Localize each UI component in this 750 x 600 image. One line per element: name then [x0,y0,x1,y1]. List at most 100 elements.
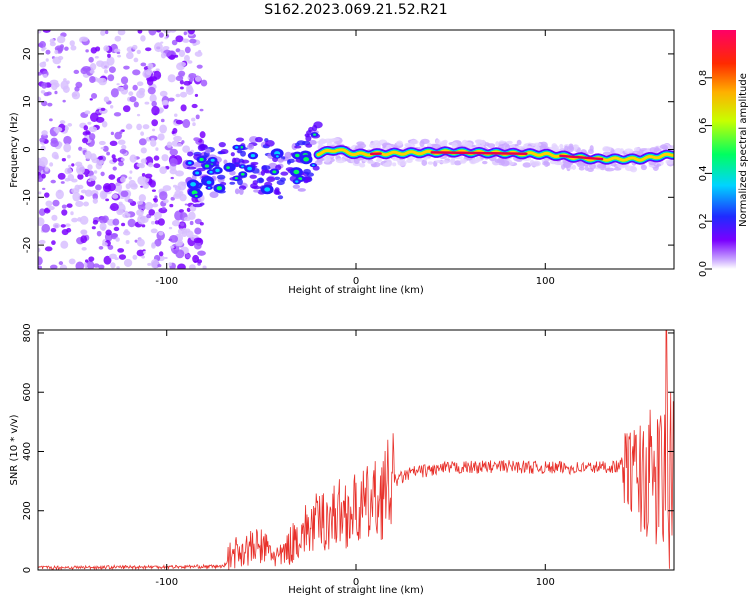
noise-speck [100,61,110,70]
noise-speck [197,250,206,256]
noise-speck [153,70,162,80]
noise-speck [147,162,154,168]
ridge-speck [630,166,637,171]
noise-speck [157,218,165,226]
noise-speck [39,137,46,143]
noise-speck [169,245,175,249]
noise-speck [47,102,53,107]
ridge-speck [286,159,291,165]
noise-speck [150,139,157,147]
noise-speck [84,259,89,263]
noise-speck [104,30,109,35]
noise-speck [156,30,162,33]
noise-speck [191,117,196,122]
noise-speck [51,214,58,221]
noise-speck [50,137,58,144]
noise-speck [38,256,43,266]
noise-speck [100,146,105,150]
noise-speck [137,214,146,225]
noise-speck [42,187,46,190]
ridge-speck [633,147,641,152]
noise-speck [182,38,190,43]
noise-speck [145,47,152,52]
noise-speck [188,72,197,79]
noise-speck [179,91,188,98]
noise-speck [110,262,116,269]
ridge-speck [613,167,622,171]
noise-speck [153,155,160,161]
noise-speck [100,107,106,111]
noise-speck [90,47,98,54]
noise-speck [85,49,89,53]
noise-speck [107,53,111,58]
noise-speck [171,130,175,135]
noise-speck [136,113,141,117]
noise-speck [68,164,72,168]
noise-speck [109,253,117,260]
ridge-speck [303,179,309,184]
noise-speck [192,254,200,263]
noise-speck [163,30,172,34]
colorbar-gradient [712,30,736,269]
noise-speck [60,181,65,184]
noise-speck [101,242,108,247]
ridge-blob-core [207,186,211,189]
ridge-blob-core [206,180,212,185]
ridge-speck [589,145,594,152]
noise-speck [110,233,119,238]
noise-speck [110,131,115,136]
ridge-speck [640,164,647,171]
noise-speck [44,246,53,252]
ridge-speck [427,161,434,165]
ridge-speck [335,158,346,164]
ridge-blob-core [303,157,310,162]
noise-speck [141,173,146,177]
spectrogram-y-ticks: -20 -10 0 10 20 [22,48,674,253]
noise-speck [89,133,96,141]
noise-speck [136,123,143,131]
ridge-speck [277,195,284,200]
noise-speck [93,263,100,268]
ridge-blob-core [226,166,230,170]
snr-x-tick-label: -100 [155,577,178,588]
noise-speck [118,201,123,206]
ridge-speck [216,174,226,180]
ridge-blob-core [312,164,315,167]
noise-speck [61,209,68,216]
noise-speck [77,184,84,190]
noise-speck [42,73,48,78]
noise-speck [53,126,63,133]
colorbar-ticks: 0.0 0.2 0.4 0.6 0.8 [698,70,712,277]
noise-speck [57,65,61,69]
noise-speck [140,147,147,154]
noise-speck [44,192,50,198]
noise-speck [94,55,99,59]
ridge-blob-core [272,170,277,174]
noise-speck [112,157,118,163]
noise-speck [147,262,152,266]
noise-speck [142,182,150,189]
ridge-speck [602,151,612,156]
noise-speck [82,137,89,144]
ridge-speck [209,191,219,198]
noise-speck [132,84,138,91]
spectrogram-y-tick-label: 10 [22,95,33,108]
noise-speck [118,254,127,260]
noise-speck [136,238,145,247]
noise-speck [109,104,114,109]
colorbar-tick-label: 0.2 [698,213,709,229]
noise-speck [183,31,187,36]
ridge-speck [396,140,403,146]
noise-speck [89,62,97,71]
ridge-speck [567,145,575,153]
noise-speck [112,194,119,199]
noise-speck [148,30,157,36]
ridge-blob-core [247,166,252,171]
noise-speck [113,182,123,192]
ridge-speck [576,161,586,168]
noise-speck [127,198,134,203]
noise-speck [194,242,202,250]
noise-speck [175,48,181,53]
noise-speck [152,128,156,132]
noise-speck [171,39,178,46]
